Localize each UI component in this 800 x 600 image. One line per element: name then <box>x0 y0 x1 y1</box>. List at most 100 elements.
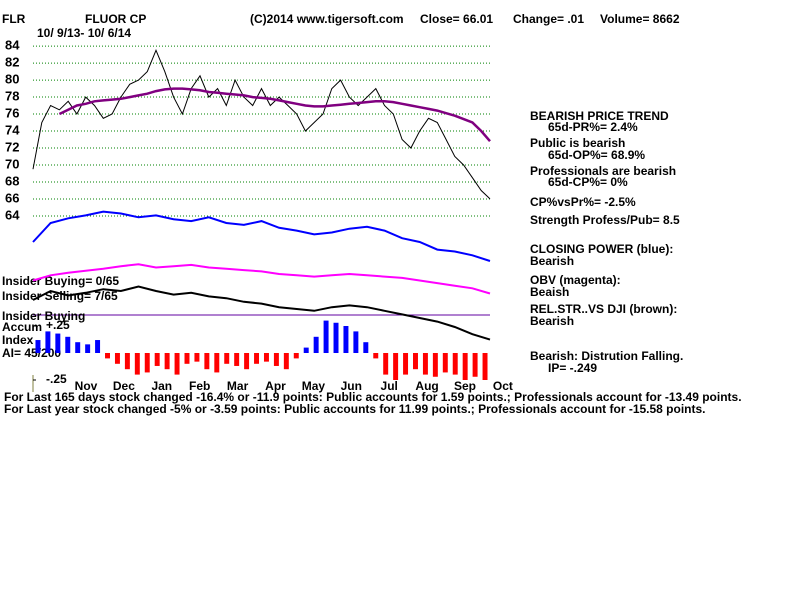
accum-bar <box>244 353 250 370</box>
info-line: Professionals are bearish <box>530 164 676 178</box>
x-tick-label: Jan <box>151 379 172 393</box>
accum-bar <box>303 347 309 353</box>
accum-bar <box>174 353 180 375</box>
accum-bar <box>45 331 51 353</box>
accum-bar <box>164 353 170 370</box>
y-tick-label: 70 <box>5 156 19 171</box>
accum-bar <box>254 353 260 364</box>
left-label: Accum <box>2 320 42 334</box>
accum-bar <box>472 353 478 377</box>
y-tick-label: 80 <box>5 72 19 87</box>
y-tick-label: 74 <box>5 122 20 137</box>
y-tick-label: 76 <box>5 105 19 120</box>
info-line: Beaish <box>530 285 569 299</box>
accum-bar <box>234 353 240 366</box>
x-tick-label: Oct <box>493 379 513 393</box>
info-line: 65d-OP%= 68.9% <box>548 148 645 162</box>
accum-bar <box>422 353 428 375</box>
x-tick-label: Nov <box>75 379 98 393</box>
accum-bar <box>273 353 279 366</box>
header-ticker: FLR <box>2 12 26 26</box>
x-tick-label: May <box>302 379 326 393</box>
accum-bar <box>343 326 349 353</box>
accum-bar <box>214 353 220 373</box>
accum-bar <box>403 353 409 375</box>
left-label: Insider Selling= 7/65 <box>2 289 118 303</box>
series-line <box>32 48 491 200</box>
x-tick-label: Jun <box>341 379 362 393</box>
x-tick-label: Dec <box>113 379 135 393</box>
info-line: CP%vsPr%= -2.5% <box>530 195 636 209</box>
accum-bar <box>363 342 369 353</box>
info-line: Bearish <box>530 314 574 328</box>
y-tick-label: 82 <box>5 55 19 70</box>
series-line <box>32 263 491 295</box>
accum-bar <box>224 353 230 364</box>
info-line: Strength Profess/Pub= 8.5 <box>530 213 680 227</box>
header-change: Change= .01 <box>513 12 584 26</box>
accum-bar <box>323 320 329 353</box>
series-line <box>58 87 491 143</box>
accum-bar <box>85 344 91 353</box>
accum-bar <box>184 353 190 364</box>
accum-bar <box>462 353 468 380</box>
accum-bar <box>194 353 200 362</box>
info-line: 65d-PR%= 2.4% <box>548 120 638 134</box>
y-tick-label: +.25 <box>46 318 70 332</box>
left-label: Insider Buying= 0/65 <box>2 274 119 288</box>
info-line: Bearish: Distrution Falling. <box>530 349 683 363</box>
info-line: OBV (magenta): <box>530 273 621 287</box>
accum-bar <box>204 353 210 370</box>
x-tick-label: Feb <box>189 379 210 393</box>
y-tick-label: 66 <box>5 190 19 205</box>
accum-bar <box>35 340 41 353</box>
accum-bar <box>413 353 418 370</box>
accum-bar <box>95 340 101 353</box>
info-line: IP= -.249 <box>548 361 597 375</box>
left-label: Index <box>2 333 34 347</box>
header-company: FLUOR CP <box>85 12 146 26</box>
left-label: AI= 45/200 <box>2 346 61 360</box>
accum-bar <box>144 353 150 373</box>
accum-bar <box>313 336 319 353</box>
x-tick-label: Mar <box>227 379 249 393</box>
accum-bar <box>393 353 399 380</box>
info-line: 65d-CP%= 0% <box>548 175 628 189</box>
y-tick-label: 64 <box>5 207 20 222</box>
accum-bar <box>134 353 140 375</box>
y-tick-label: 84 <box>5 38 20 53</box>
accum-bar <box>55 333 61 353</box>
header-close: Close= 66.01 <box>420 12 493 26</box>
accum-bar <box>124 353 130 370</box>
header-copyright: (C)2014 www.tigersoft.com <box>250 12 404 26</box>
accum-bar <box>75 342 81 353</box>
series-line <box>32 210 491 262</box>
x-tick-label: Sep <box>454 379 476 393</box>
footer-line: For Last year stock changed -5% or -3.59… <box>4 402 706 416</box>
accum-bar <box>263 353 269 362</box>
accum-bar <box>373 353 379 359</box>
info-line: BEARISH PRICE TREND <box>530 109 669 123</box>
accum-bar <box>293 353 299 359</box>
accum-bar <box>452 353 458 375</box>
left-label: Insider Buying <box>2 309 85 323</box>
footer-line: For Last 165 days stock changed -16.4% o… <box>4 390 742 404</box>
x-tick-label: Jul <box>381 379 398 393</box>
accum-bar <box>105 353 110 359</box>
accum-bar <box>154 353 160 366</box>
info-line: Bearish <box>530 254 574 268</box>
header-volume: Volume= 8662 <box>600 12 680 26</box>
accum-bar <box>353 331 359 353</box>
series-line <box>32 285 491 341</box>
accum-bar <box>65 336 71 353</box>
accum-bar <box>283 353 289 370</box>
y-tick-label: -.25 <box>46 372 67 386</box>
header-date-range: 10/ 9/13- 10/ 6/14 <box>37 26 131 40</box>
x-tick-label: Apr <box>265 379 286 393</box>
accum-bar <box>333 322 339 353</box>
y-tick-label: 72 <box>5 139 19 154</box>
accum-bar <box>482 353 488 380</box>
y-tick-label: 68 <box>5 173 19 188</box>
accum-bar <box>383 353 389 375</box>
